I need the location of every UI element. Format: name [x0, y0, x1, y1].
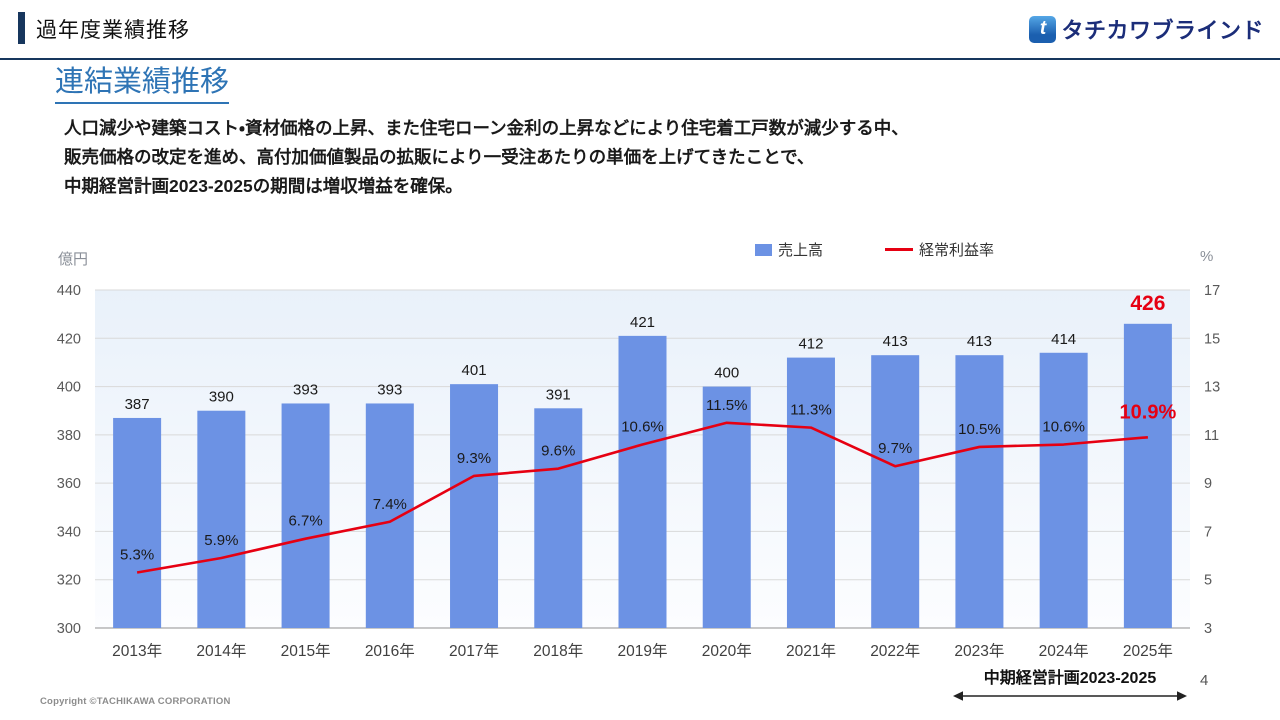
section-title: 連結業績推移	[55, 64, 230, 105]
logo-icon: t	[1029, 15, 1057, 43]
profit-ratio-line	[136, 421, 1148, 574]
midterm-plan-annotation: 中期経営計画2023-2025	[953, 664, 1187, 703]
right-tick-label: 9	[1204, 476, 1212, 492]
legend-item-sales: 売上高	[755, 239, 823, 260]
x-axis-label: 2023年	[954, 642, 1004, 660]
x-axis-label: 2018年	[533, 642, 583, 660]
right-tick-label: 3	[1204, 621, 1212, 637]
percent-label: 10.6%	[1042, 419, 1085, 436]
page-number: 4	[1200, 672, 1209, 689]
chart-legend: 売上高 経常利益率	[755, 239, 994, 260]
left-tick-label: 420	[57, 331, 81, 347]
bar-2024年	[1039, 352, 1088, 628]
left-tick-label: 360	[57, 476, 81, 492]
body-line-3: 中期経営計画2023-2025の期間は増収増益を確保。	[64, 176, 463, 196]
bar-2023年	[955, 355, 1004, 628]
bar-value-label: 426	[1130, 292, 1165, 315]
right-tick-label: 15	[1204, 331, 1220, 347]
x-axis-label: 2020年	[702, 642, 752, 660]
percent-label: 7.4%	[373, 496, 407, 513]
bar-value-label: 393	[293, 381, 318, 398]
percent-label: 9.7%	[878, 440, 912, 457]
legend-label-profit-ratio: 経常利益率	[919, 242, 995, 259]
x-axis-label: 2019年	[618, 642, 668, 660]
percent-label: 6.7%	[288, 513, 322, 530]
bar-2019年	[618, 335, 667, 628]
percent-label: 11.5%	[706, 397, 747, 414]
percent-label: 9.6%	[541, 443, 575, 460]
bar-value-label: 387	[125, 396, 150, 413]
page-title: 過年度業績推移	[36, 19, 190, 42]
legend-item-profit-ratio: 経常利益率	[885, 239, 994, 260]
title-bar: 過年度業績推移 t タチカワブラインド	[0, 0, 1280, 60]
bar-value-label: 400	[714, 365, 739, 382]
percent-label: 9.3%	[457, 450, 491, 467]
bar-value-label: 413	[967, 333, 992, 350]
percent-label: 5.9%	[204, 532, 238, 549]
bar-value-label: 393	[377, 381, 402, 398]
x-axis-label: 2022年	[870, 642, 920, 660]
midterm-plan-arrow-icon	[953, 691, 1187, 701]
left-tick-label: 440	[57, 283, 81, 299]
left-tick-label: 380	[57, 428, 81, 444]
bar-value-label: 401	[462, 362, 487, 379]
bar-2015年	[281, 403, 330, 628]
legend-label-sales: 売上高	[778, 242, 824, 259]
left-axis-unit: 億円	[58, 251, 89, 268]
company-logo: t タチカワブラインド	[1029, 13, 1264, 45]
right-tick-label: 13	[1204, 380, 1220, 396]
bar-2021年	[786, 357, 835, 628]
right-tick-label: 5	[1204, 573, 1212, 589]
bar-2014年	[197, 410, 246, 628]
midterm-plan-label: 中期経営計画2023-2025	[983, 670, 1157, 687]
bar-2022年	[871, 355, 920, 628]
x-axis-label: 2024年	[1039, 642, 1089, 660]
bar-value-label: 414	[1051, 331, 1076, 348]
bar-2025年	[1123, 323, 1172, 628]
profit-line-swatch-icon	[885, 248, 914, 251]
bar-2018年	[534, 408, 583, 628]
x-axis-label: 2016年	[365, 642, 415, 660]
left-tick-label: 400	[57, 380, 81, 396]
percent-label: 11.3%	[790, 402, 831, 419]
logo-text: タチカワブラインド	[1061, 18, 1264, 43]
percent-label: 10.9%	[1120, 401, 1177, 423]
x-axis-label: 2025年	[1123, 642, 1173, 660]
bar-value-label: 391	[546, 386, 571, 403]
body-line-2: 販売価格の改定を進め、高付加価値製品の拡販により一受注あたりの単価を上げてきたこ…	[64, 147, 815, 167]
right-tick-label: 11	[1204, 428, 1219, 444]
body-line-1: 人口減少や建築コスト・資材価格の上昇、また住宅ローン金利の上昇などにより住宅着工…	[64, 118, 909, 138]
percent-label: 5.3%	[120, 546, 154, 563]
left-tick-label: 340	[57, 524, 81, 540]
x-axis-label: 2014年	[196, 642, 246, 660]
title-accent-bar	[18, 12, 25, 44]
percent-label: 10.6%	[621, 419, 664, 436]
right-axis-unit: %	[1200, 248, 1214, 265]
bar-value-label: 421	[630, 314, 655, 331]
x-axis-label: 2017年	[449, 642, 499, 660]
bar-2013年	[113, 417, 162, 628]
copyright: Copyright ©TACHIKAWA CORPORATION	[40, 696, 231, 707]
bar-value-label: 390	[209, 389, 234, 406]
bar-2017年	[450, 384, 499, 628]
bar-2016年	[365, 403, 414, 628]
body-text: 人口減少や建築コスト・資材価格の上昇、また住宅ローン金利の上昇などにより住宅着工…	[64, 114, 909, 201]
x-axis-label: 2021年	[786, 642, 836, 660]
sales-swatch-icon	[755, 243, 772, 256]
left-tick-label: 300	[57, 621, 81, 637]
bar-value-label: 413	[883, 333, 908, 350]
left-tick-label: 320	[57, 573, 81, 589]
x-axis-label: 2013年	[112, 642, 162, 660]
bar-value-label: 412	[798, 336, 823, 353]
right-tick-label: 17	[1204, 283, 1220, 299]
x-axis-label: 2015年	[281, 642, 331, 660]
percent-label: 10.5%	[958, 421, 1001, 438]
right-tick-label: 7	[1204, 524, 1212, 540]
